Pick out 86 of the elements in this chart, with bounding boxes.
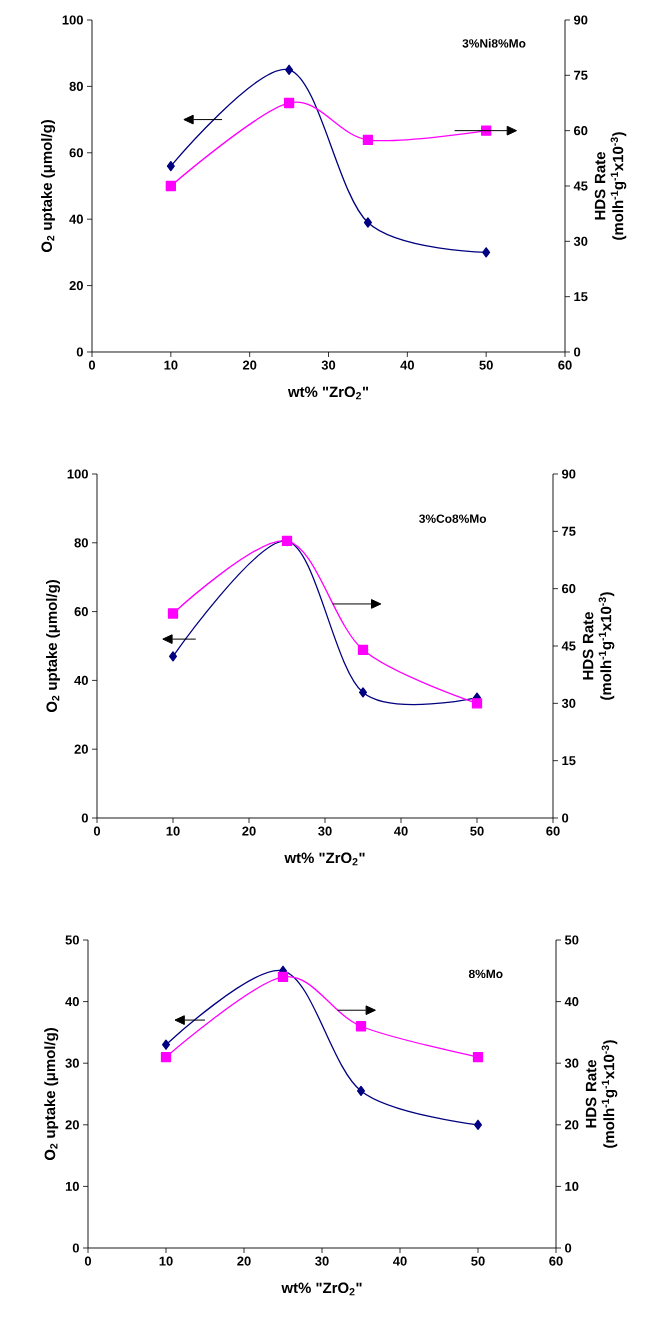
x-tick-label: 40 [394, 826, 408, 836]
x-tick-label: 50 [470, 826, 484, 836]
y2-tick-label: 30 [561, 698, 576, 708]
y2-tick-label: 0 [574, 347, 581, 357]
x-tick-label: 60 [546, 826, 560, 836]
point [356, 1085, 366, 1097]
point [472, 1051, 484, 1063]
x-tick-label: 10 [166, 826, 180, 836]
x-tick-label: 50 [471, 1256, 485, 1266]
x-tick-label: 60 [549, 1256, 563, 1266]
x-tick-label: 50 [479, 360, 493, 370]
y-tick-label: 0 [76, 347, 83, 357]
point [283, 97, 295, 109]
x-tick-label: 10 [164, 360, 178, 370]
y-tick-label: 100 [62, 15, 83, 25]
annotation: 3%Co8%Mo [419, 514, 487, 523]
annotation: 3%Ni8%Mo [462, 38, 526, 48]
point [167, 608, 179, 619]
point [362, 134, 374, 146]
y-tick-label: 0 [72, 1243, 79, 1253]
y2-tick-label: 0 [562, 813, 569, 823]
y-tick-label: 50 [65, 935, 79, 945]
y2-tick-label: 75 [574, 70, 588, 80]
y-tick-label: 100 [67, 469, 88, 479]
y-tick-label: 20 [74, 744, 88, 754]
y2-tick-label: 30 [564, 1058, 579, 1068]
point [161, 1039, 171, 1050]
x-axis-title: wt% "ZrO$_{2}$" [284, 852, 365, 866]
y-tick-label: 80 [69, 81, 83, 91]
point [363, 217, 372, 228]
point [160, 1051, 172, 1063]
x-axis-title: wt% "ZrO$_{2}$" [281, 1282, 362, 1296]
y-tick-label: 0 [81, 813, 88, 823]
y2-tick-label: 75 [562, 526, 576, 536]
point [473, 1119, 483, 1130]
x-tick-label: 20 [242, 360, 257, 370]
x-tick-label: 30 [315, 1256, 329, 1266]
x-tick-label: 0 [93, 826, 101, 836]
x-tick-label: 0 [88, 360, 96, 370]
y-tick-label: 40 [69, 214, 83, 224]
y-axis-title: O$_{2}$ uptake (μmol/g) [41, 120, 56, 253]
point [285, 64, 294, 75]
y-tick-label: 20 [69, 281, 83, 291]
point [355, 1021, 367, 1032]
y2-tick-label: 90 [561, 469, 576, 479]
x-tick-label: 40 [400, 360, 414, 370]
point [166, 160, 175, 172]
y2-tick-label: 30 [573, 236, 588, 246]
x-tick-label: 40 [393, 1256, 407, 1266]
x-tick-label: 20 [242, 826, 256, 836]
y-tick-label: 30 [65, 1058, 79, 1068]
x-tick-label: 30 [318, 826, 332, 836]
point [277, 971, 289, 983]
y2-tick-label: 60 [561, 584, 576, 594]
x-axis-title: wt% "ZrO$_{2}$" [287, 386, 369, 400]
y-tick-label: 60 [74, 607, 88, 617]
point [165, 180, 176, 192]
y2-tick-label: 20 [564, 1120, 579, 1130]
y2-tick-label: 45 [573, 181, 588, 191]
point [168, 651, 178, 662]
x-tick-label: 30 [321, 360, 336, 370]
x-tick-label: 60 [558, 360, 572, 370]
y2-tick-label: 50 [564, 935, 579, 945]
point [358, 687, 368, 698]
y2-tick-label: 10 [565, 1181, 579, 1191]
y2-tick-label: 15 [562, 756, 576, 766]
y-tick-label: 40 [74, 675, 88, 685]
y2-tick-label: 0 [565, 1243, 572, 1253]
y-tick-label: 60 [69, 148, 83, 158]
y-axis-title: O$_{2}$ uptake (μmol/g) [44, 1028, 59, 1161]
point [357, 644, 369, 655]
y-tick-label: 40 [65, 997, 79, 1007]
point [471, 698, 483, 709]
annotation: 8%Mo [468, 969, 503, 979]
y-axis-title: O$_{2}$ uptake (μmol/g) [46, 580, 61, 713]
point [482, 247, 491, 258]
y2-tick-label: 60 [573, 126, 588, 136]
y-tick-label: 20 [65, 1120, 79, 1130]
y2-tick-label: 45 [561, 641, 576, 651]
y-tick-label: 10 [65, 1181, 79, 1191]
y-tick-label: 80 [74, 538, 88, 548]
y2-tick-label: 90 [573, 15, 588, 25]
y2-tick-label: 40 [564, 997, 579, 1007]
y2-tick-label: 15 [574, 292, 588, 302]
x-tick-label: 20 [237, 1256, 251, 1266]
x-tick-label: 10 [159, 1256, 173, 1266]
